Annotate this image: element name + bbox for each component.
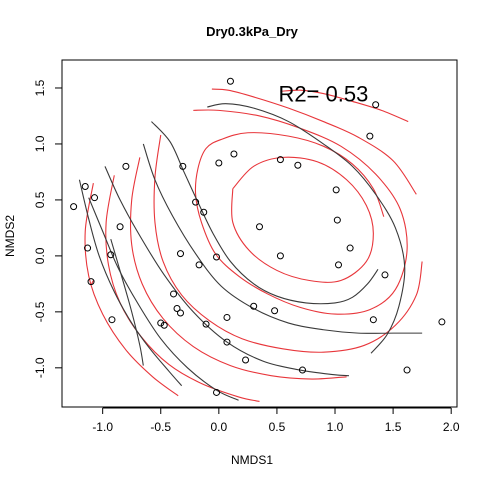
data-point bbox=[195, 261, 203, 269]
data-point bbox=[369, 316, 377, 324]
data-point bbox=[366, 132, 374, 140]
data-point bbox=[192, 198, 200, 206]
data-point bbox=[179, 162, 187, 170]
black-contour-line bbox=[151, 121, 379, 305]
data-point bbox=[438, 318, 446, 326]
x-axis: -1.0 -0.5 0.0 0.5 1.0 1.5 2.0 bbox=[92, 407, 460, 434]
data-point bbox=[226, 77, 234, 85]
data-point bbox=[116, 223, 124, 231]
black-contour-line bbox=[207, 103, 406, 354]
x-tick-label: 2.0 bbox=[443, 420, 460, 434]
data-point bbox=[91, 194, 99, 202]
data-point bbox=[177, 309, 184, 317]
y-tick-label: -0.5 bbox=[33, 301, 47, 322]
data-point bbox=[230, 150, 238, 158]
data-point bbox=[173, 304, 181, 312]
data-point bbox=[122, 162, 130, 170]
data-point bbox=[200, 208, 208, 216]
x-tick-label: 0.5 bbox=[269, 420, 286, 434]
data-point bbox=[256, 223, 263, 231]
y-tick-label: 0.0 bbox=[33, 247, 47, 264]
data-point bbox=[242, 356, 250, 364]
data-point bbox=[177, 250, 184, 258]
data-point bbox=[271, 307, 279, 315]
chart-title: Dry0.3kPa_Dry bbox=[206, 24, 299, 39]
data-point bbox=[276, 156, 284, 164]
data-point bbox=[403, 366, 411, 374]
red-contour-line bbox=[231, 156, 374, 283]
red-contour-line bbox=[153, 134, 423, 353]
black-contour-line bbox=[104, 166, 349, 377]
data-point bbox=[81, 182, 89, 190]
y-axis: -1.0 -0.5 0.0 0.5 1.0 1.5 bbox=[33, 79, 63, 378]
data-point bbox=[250, 302, 258, 310]
data-point bbox=[160, 321, 168, 329]
contour-lines bbox=[78, 88, 423, 402]
sample-points bbox=[70, 77, 446, 396]
data-point bbox=[202, 320, 210, 328]
red-contour-line bbox=[280, 89, 409, 123]
data-point bbox=[372, 101, 380, 109]
y-tick-label: 1.0 bbox=[33, 135, 47, 152]
data-point bbox=[170, 290, 178, 298]
r2-annotation: R2= 0.53 bbox=[278, 82, 368, 107]
x-tick-label: -1.0 bbox=[92, 420, 113, 434]
data-point bbox=[215, 159, 223, 167]
black-contour-line bbox=[88, 197, 239, 401]
black-contour-line bbox=[142, 143, 423, 334]
data-point bbox=[223, 338, 231, 346]
x-axis-label: NMDS1 bbox=[231, 453, 273, 467]
data-point bbox=[333, 216, 341, 224]
data-point bbox=[223, 313, 231, 321]
black-contour-line bbox=[78, 179, 183, 387]
x-tick-label: 0.0 bbox=[210, 420, 227, 434]
data-point bbox=[213, 388, 221, 396]
data-point bbox=[70, 203, 78, 211]
y-tick-label: -1.0 bbox=[33, 357, 47, 378]
x-tick-label: 1.0 bbox=[327, 420, 344, 434]
data-point bbox=[298, 366, 306, 374]
y-tick-label: 1.5 bbox=[33, 79, 47, 96]
y-axis-label: NMDS2 bbox=[3, 215, 17, 257]
red-contour-line bbox=[193, 109, 408, 315]
data-point bbox=[335, 261, 342, 269]
data-point bbox=[294, 161, 302, 169]
data-point bbox=[332, 186, 340, 194]
data-point bbox=[107, 251, 115, 259]
x-tick-label: 1.5 bbox=[385, 420, 402, 434]
x-tick-label: -0.5 bbox=[150, 420, 171, 434]
data-point bbox=[157, 319, 165, 327]
data-point bbox=[381, 271, 389, 279]
red-contour-line bbox=[129, 157, 347, 380]
black-contour-line bbox=[110, 238, 144, 366]
data-point bbox=[276, 252, 284, 260]
data-point bbox=[87, 278, 95, 286]
red-contour-line bbox=[211, 88, 417, 195]
y-tick-label: 0.5 bbox=[33, 191, 47, 208]
data-point bbox=[213, 253, 221, 261]
data-point bbox=[108, 316, 116, 324]
data-point bbox=[84, 244, 92, 252]
red-contour-line bbox=[84, 183, 179, 397]
data-point bbox=[346, 244, 354, 252]
